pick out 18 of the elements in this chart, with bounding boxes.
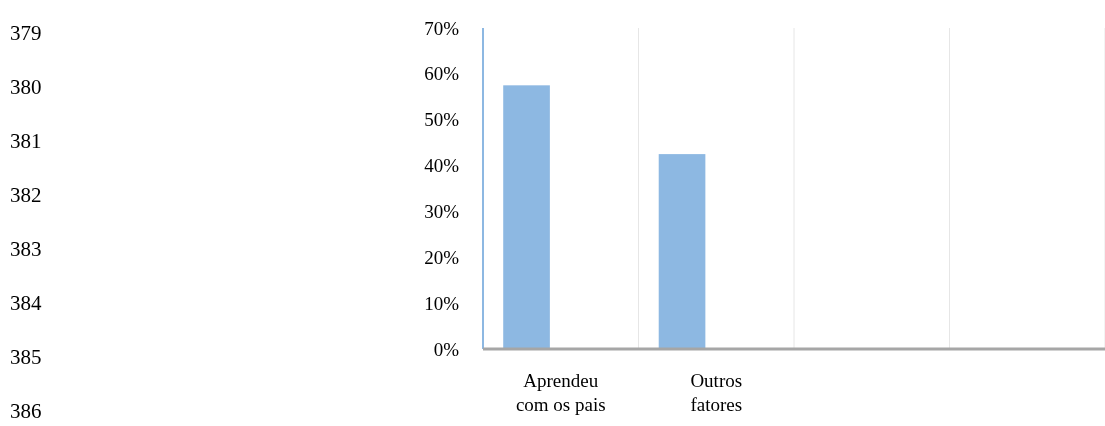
text: 383 xyxy=(10,237,42,262)
text: 385 xyxy=(10,345,42,370)
y-tick-label: 30% xyxy=(424,200,460,222)
text: 382 xyxy=(10,183,42,208)
text: 379 xyxy=(10,21,42,46)
y-tick-label: 70% xyxy=(424,17,460,39)
text: 384 xyxy=(10,291,42,316)
y-tick-label: 10% xyxy=(424,292,460,314)
text: 386 xyxy=(10,399,42,424)
y-tick-label: 40% xyxy=(424,155,460,177)
text: 381 xyxy=(10,129,42,154)
y-tick-label: 50% xyxy=(424,109,460,131)
y-tick-label: 60% xyxy=(424,63,460,85)
y-tick-label: 20% xyxy=(424,246,460,268)
x-tick-label: Aprendeu com os pais xyxy=(515,370,606,415)
y-tick-label: 0% xyxy=(433,338,460,360)
x-tick-label: Outros fatores xyxy=(690,370,743,415)
text: 380 xyxy=(10,75,42,100)
